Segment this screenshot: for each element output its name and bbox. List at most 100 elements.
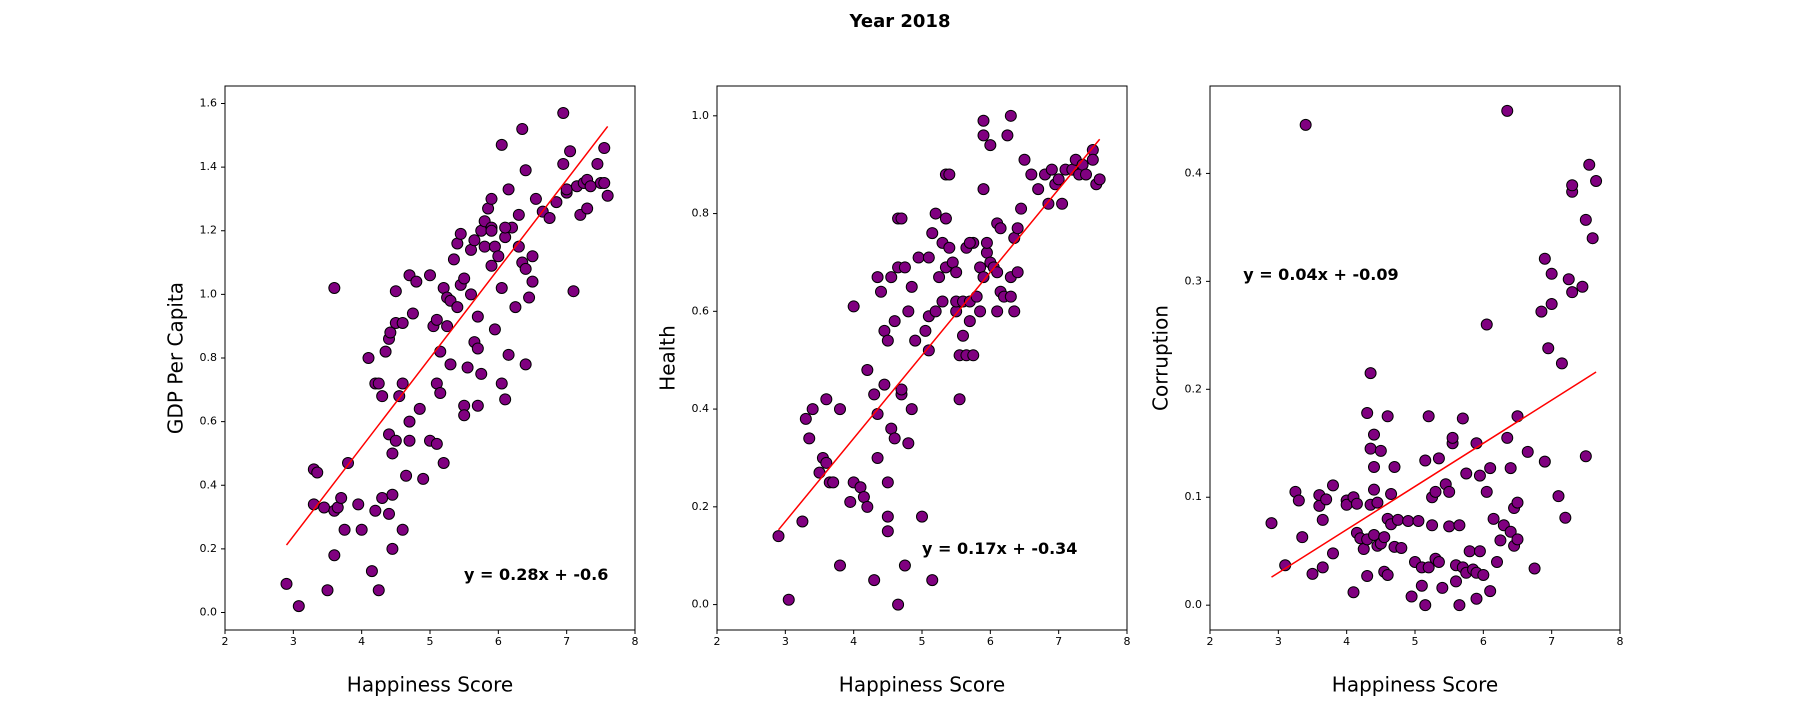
- scatter-point: [1385, 488, 1398, 500]
- scatter-point: [1045, 163, 1058, 176]
- scatter-point: [1566, 286, 1579, 299]
- scatter-point: [338, 523, 351, 536]
- scatter-point: [898, 261, 911, 274]
- scatter-point: [1032, 183, 1045, 196]
- scatter-point: [1504, 462, 1517, 475]
- scatter-point: [1364, 442, 1377, 455]
- scatter-point: [977, 129, 990, 142]
- x-tick-label: 2: [1207, 635, 1214, 648]
- y-axis-label: GDP Per Capita: [164, 282, 188, 434]
- scatter-point: [1487, 512, 1500, 525]
- scatter-point: [384, 326, 397, 339]
- scatter-point: [447, 253, 460, 266]
- scatter-point: [974, 305, 987, 318]
- scatter-point: [1545, 298, 1558, 311]
- scatter-point: [1327, 479, 1339, 492]
- x-tick-label: 7: [1055, 635, 1062, 648]
- scatter-point: [936, 295, 949, 308]
- scatter-point: [929, 207, 942, 220]
- scatter-point: [1015, 202, 1028, 215]
- scatter-point: [529, 192, 542, 205]
- scatter-point: [799, 412, 812, 425]
- scatter-point: [1538, 252, 1551, 265]
- regression-line: [777, 138, 1101, 531]
- scatter-point: [1477, 568, 1490, 581]
- x-tick-label: 3: [782, 635, 789, 648]
- scatter-point: [967, 349, 980, 362]
- scatter-point: [994, 222, 1007, 235]
- scatter-point: [1350, 497, 1363, 510]
- scatter-point: [881, 334, 894, 347]
- scatter-point: [430, 313, 443, 326]
- x-tick-label: 8: [632, 635, 639, 648]
- x-tick-label: 6: [495, 635, 502, 648]
- scatter-point: [1566, 179, 1579, 192]
- scatter-point: [1378, 531, 1391, 544]
- scatter-point: [1056, 197, 1069, 210]
- scatter-point: [1456, 412, 1469, 425]
- x-tick-label: 4: [1343, 635, 1350, 648]
- y-tick-label: 0.4: [1185, 166, 1203, 179]
- scatter-point: [516, 122, 529, 135]
- subplot: 2 3 4 5 6 7 8 0.0 0.2 0.4 0.6 0.8 1.0 1.2 1.4 1.6 Happin…: [164, 85, 639, 697]
- scatter-point: [1265, 517, 1278, 530]
- scatter-point: [898, 559, 911, 572]
- scatter-point: [1381, 568, 1394, 581]
- scatter-point: [1484, 585, 1497, 598]
- scatter-point: [1555, 357, 1568, 370]
- x-axis-label: Happiness Score: [1332, 673, 1498, 697]
- scatter-point: [1450, 575, 1462, 588]
- x-tick-label: 8: [1617, 635, 1624, 648]
- scatter-point: [1316, 513, 1329, 526]
- scatter-point: [1521, 445, 1534, 458]
- scatter-point: [943, 168, 956, 181]
- subplot: 2 3 4 5 6 7 8 0.0 0.2 0.4 0.6 0.8 1.0 Happiness Score…: [656, 85, 1131, 697]
- scatter-point: [1473, 469, 1486, 482]
- scatter-point: [417, 472, 430, 485]
- y-tick-label: 1.6: [200, 96, 218, 109]
- scatter-point: [1528, 562, 1541, 575]
- x-tick-label: 8: [1124, 635, 1131, 648]
- scatter-point: [1432, 452, 1445, 465]
- scatter-point: [557, 107, 570, 120]
- scatter-point: [905, 403, 918, 416]
- scatter-point: [598, 142, 611, 155]
- scatter-point: [902, 305, 915, 318]
- scatter-point: [1504, 525, 1517, 538]
- scatter-point: [895, 212, 908, 225]
- scatter-point: [912, 251, 925, 264]
- scatter-point: [820, 393, 833, 406]
- scatter-point: [1432, 556, 1445, 568]
- y-tick-label: 0.8: [692, 207, 710, 220]
- scatter-point: [1494, 534, 1507, 547]
- scatter-point: [888, 432, 901, 445]
- y-tick-label: 0.4: [200, 478, 218, 491]
- scatter-point: [1011, 222, 1024, 235]
- scatter-point: [1501, 431, 1514, 444]
- scatter-point: [950, 266, 963, 279]
- y-tick-label: 0.2: [200, 542, 218, 555]
- scatter-point: [888, 315, 901, 328]
- scatter-point: [1480, 485, 1493, 498]
- scatter-point: [567, 285, 580, 298]
- scatter-point: [878, 378, 891, 391]
- x-tick-label: 6: [1480, 635, 1487, 648]
- scatter-point: [963, 236, 976, 249]
- scatter-point: [1446, 431, 1459, 444]
- scatter-point: [939, 212, 952, 225]
- scatter-point: [424, 269, 436, 282]
- scatter-point: [881, 525, 894, 538]
- scatter-point: [957, 329, 969, 342]
- scatter-point: [437, 456, 450, 469]
- scatter-point: [905, 280, 918, 293]
- scatter-point: [1552, 490, 1565, 503]
- scatter-point: [444, 358, 457, 371]
- scatter-point: [1453, 519, 1466, 532]
- scatter-point: [499, 393, 512, 406]
- scatter-point: [943, 241, 956, 254]
- x-tick-label: 3: [1275, 635, 1282, 648]
- scatter-point: [1579, 213, 1592, 226]
- scatter-point: [1562, 273, 1575, 286]
- scatter-point: [1361, 407, 1374, 420]
- scatter-point: [430, 437, 443, 450]
